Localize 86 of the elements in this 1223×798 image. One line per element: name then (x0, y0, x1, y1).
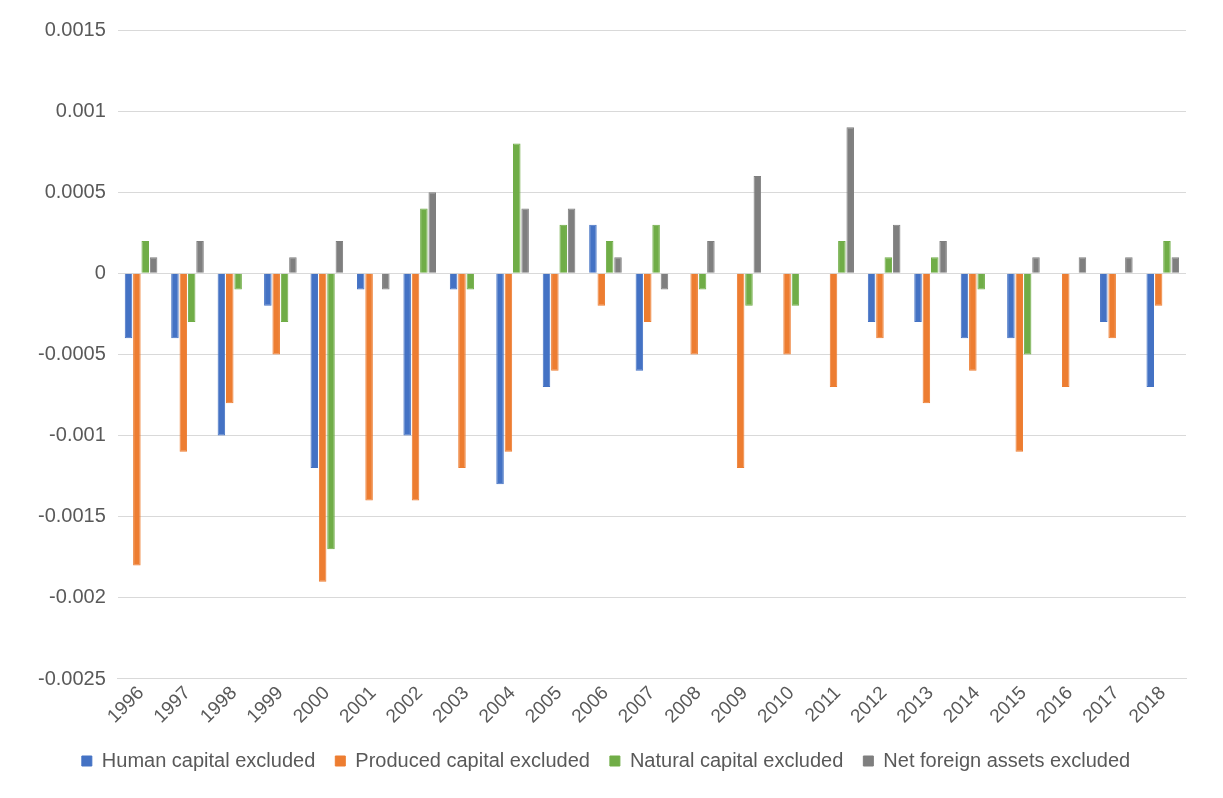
bar (867, 273, 876, 323)
bar (643, 273, 652, 323)
bar (707, 240, 715, 273)
bar (1108, 273, 1116, 339)
y-tick-label: -0.0005 (37, 342, 106, 365)
bar (652, 224, 660, 273)
bar (449, 273, 458, 290)
bar (969, 273, 977, 371)
bar (876, 273, 884, 339)
legend-label: Produced capital excluded (355, 748, 590, 771)
bar (365, 273, 373, 501)
bar (133, 273, 141, 566)
bar (124, 273, 133, 339)
bar (698, 273, 707, 290)
bar (597, 273, 606, 306)
bar (1146, 273, 1154, 387)
bar (272, 273, 280, 355)
bar (428, 192, 437, 273)
y-tick-label: 0 (94, 260, 106, 283)
bar (458, 273, 466, 469)
bar (829, 273, 838, 387)
bar (690, 273, 698, 355)
bar (1023, 273, 1032, 355)
bar (939, 240, 947, 273)
bar (745, 273, 753, 306)
bar (289, 257, 297, 273)
bar (660, 273, 669, 290)
bar (496, 273, 504, 485)
bar (589, 224, 597, 273)
bar (264, 273, 272, 306)
y-tick-label: 0.001 (55, 98, 106, 121)
bar (838, 240, 846, 273)
legend-label: Net foreign assets excluded (883, 748, 1131, 771)
bar (513, 143, 521, 273)
bar (179, 273, 188, 452)
bar (171, 273, 179, 339)
bar (318, 273, 327, 582)
bar (551, 273, 559, 371)
bar (356, 273, 365, 290)
bar (420, 208, 428, 273)
bar (327, 273, 335, 550)
y-tick-label: 0.0015 (44, 17, 106, 40)
bar (196, 240, 204, 273)
bar (504, 273, 513, 452)
bar (403, 273, 411, 436)
bar (614, 257, 622, 273)
y-tick-label: -0.0025 (37, 666, 106, 689)
bar (922, 273, 931, 404)
bar (635, 273, 644, 371)
bar (310, 273, 319, 469)
bar (1100, 273, 1108, 323)
y-tick-label: -0.0015 (37, 504, 106, 527)
bar (1032, 257, 1040, 273)
bar (382, 273, 390, 290)
bar (783, 273, 791, 355)
bar (226, 273, 234, 404)
bar (1154, 273, 1163, 306)
bar (914, 273, 922, 323)
y-tick-label: 0.0005 (44, 179, 106, 202)
bar (846, 127, 854, 273)
bar (736, 273, 745, 469)
bar (1163, 240, 1171, 273)
legend-label: Human capital excluded (101, 748, 316, 771)
bar (217, 273, 226, 436)
bar (567, 208, 576, 273)
legend-label: Natural capital excluded (629, 748, 844, 771)
y-tick-label: -0.002 (49, 585, 106, 608)
bar (960, 273, 969, 339)
bar (1061, 273, 1070, 387)
bar (753, 176, 762, 273)
bar (234, 273, 242, 290)
bar (187, 273, 196, 323)
bar (542, 273, 551, 387)
bar (791, 273, 800, 306)
bar (280, 273, 289, 323)
bar (521, 208, 529, 273)
bar (1007, 273, 1015, 339)
bar (466, 273, 475, 290)
bar (411, 273, 420, 501)
bar (930, 257, 939, 273)
bar (977, 273, 985, 290)
bar (1015, 273, 1024, 452)
y-tick-label: -0.001 (49, 423, 106, 446)
bar (1125, 257, 1133, 273)
bar (559, 224, 567, 273)
bar (141, 240, 149, 273)
